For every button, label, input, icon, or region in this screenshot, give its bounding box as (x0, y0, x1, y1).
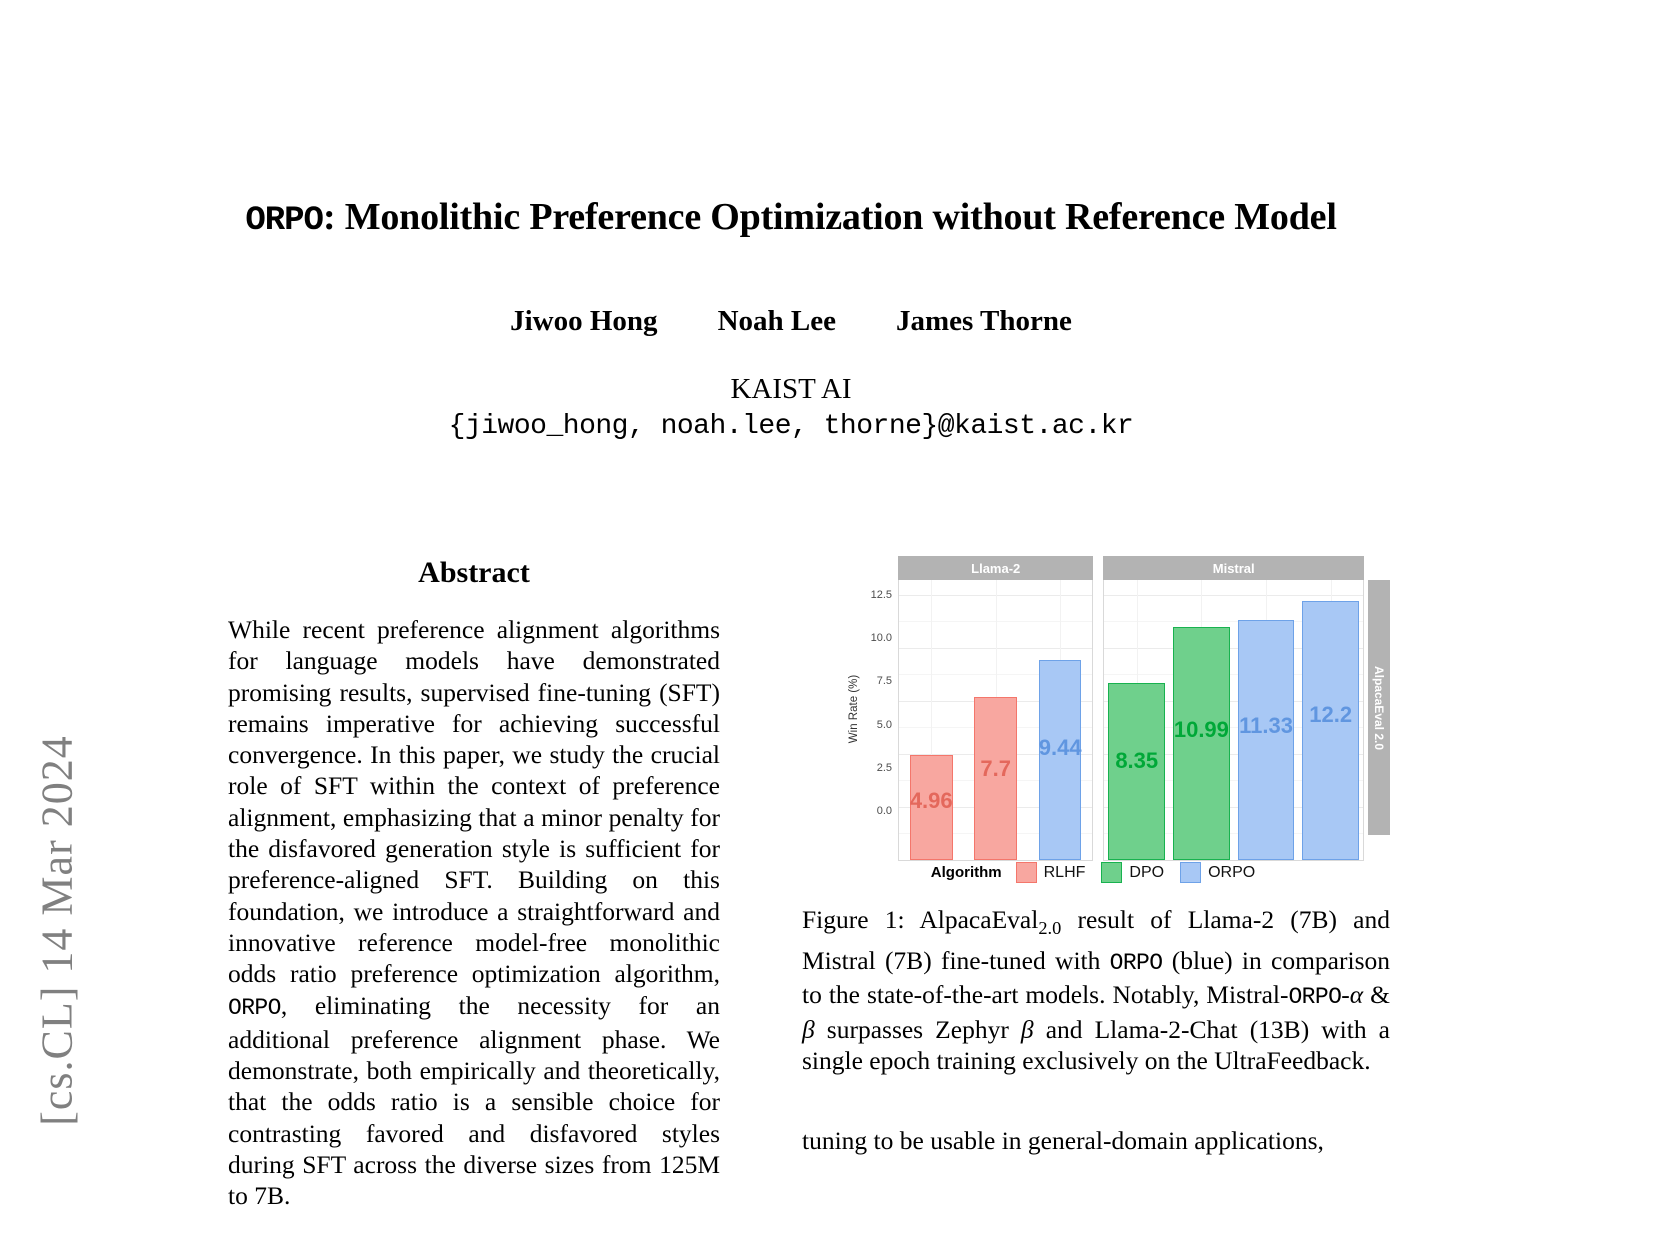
legend-label-dpo: DPO (1129, 863, 1165, 881)
facet-strip-alpacaeval: AlpacaEval 2.0 (1368, 580, 1390, 835)
bar-group-mistral: 8.35 10.99 11.33 12.2 (1104, 580, 1363, 860)
bar-value-label: 9.44 (1038, 734, 1082, 760)
title-rest: : Monolithic Preference Optimization wit… (322, 196, 1337, 238)
y-axis: Win Rate (%) 0.0 2.5 5.0 7.5 10.0 12.5 (840, 556, 898, 861)
author-name: Noah Lee (717, 305, 836, 337)
facet-panel-mistral: Mistral (1103, 556, 1364, 861)
body-continued-text: tuning to be usable in general-domain ap… (802, 1126, 1324, 1155)
gridline (1104, 806, 1363, 808)
panel-body-mistral: 8.35 10.99 11.33 12.2 (1103, 580, 1364, 861)
page-title: ORPO: Monolithic Preference Optimization… (227, 196, 1355, 241)
arxiv-stamp: [cs.CL] 14 Mar 2024 (32, 735, 82, 1126)
affiliation: KAIST AI (730, 373, 852, 405)
gridline-minor (1104, 674, 1363, 676)
figure-caption-p4: - (1341, 980, 1350, 1010)
figure-caption-mono-orpo: ORPO (1109, 949, 1163, 976)
figure-caption-p5: & (1363, 980, 1390, 1010)
y-tick-label: 12.5 (870, 589, 892, 602)
greek-beta-2: β (1020, 1014, 1034, 1044)
legend-label-orpo: ORPO (1208, 863, 1256, 881)
facet-panel-llama2: Llama-2 (898, 556, 1094, 861)
y-tick-label: 2.5 (876, 761, 892, 774)
gridline-minor (1104, 621, 1363, 623)
legend-swatch-rlhf-icon (1015, 862, 1037, 883)
figure-caption-p7: and Llama-2-Chat (13B) with a single epo… (802, 1014, 1390, 1076)
figure-1: Win Rate (%) 0.0 2.5 5.0 7.5 10.0 12.5 L… (802, 556, 1390, 1075)
y-axis-tick-labels: 0.0 2.5 5.0 7.5 10.0 12.5 (848, 583, 892, 817)
y-tick-label: 10.0 (870, 632, 892, 645)
y-tick-label: 7.5 (876, 675, 892, 688)
panel-body-llama2: 4.96 7.7 9.44 Llama (7B) (898, 580, 1094, 861)
title-block: ORPO: Monolithic Preference Optimization… (227, 196, 1355, 241)
abstract-text: While recent preference alignment algori… (228, 614, 720, 1212)
author-name: Jiwoo Hong (510, 305, 658, 337)
bar-llama-13b[interactable]: 7.7 (974, 696, 1017, 860)
bar-zephyr-b[interactable]: 10.99 (1172, 626, 1230, 860)
facet-strip-label: Llama-2 (898, 556, 1094, 580)
vgridline (931, 580, 933, 860)
bar-mistral-orpo-a[interactable]: 11.33 (1237, 619, 1295, 860)
abstract-heading: Abstract (418, 556, 530, 589)
bar-value-label: 12.2 (1309, 702, 1353, 728)
gridline-minor (1104, 833, 1363, 835)
figure-caption-p3: (blue) in comparison to the state-of-the… (802, 945, 1390, 1010)
figure-caption-mono-orpo-2: ORPO (1288, 984, 1342, 1011)
facet-strip-alpacaeval-label: AlpacaEval 2.0 (1372, 665, 1386, 750)
figure-caption-subscript: 2.0 (1038, 918, 1062, 939)
chart-legend: Algorithm RLHF DPO ORPO (802, 862, 1390, 883)
bar-value-label: 4.96 (909, 788, 953, 814)
legend-title: Algorithm (930, 864, 1002, 881)
bar-zephyr-a[interactable]: 8.35 (1108, 682, 1166, 860)
bar-value-label: 10.99 (1173, 716, 1229, 742)
legend-swatch-orpo-icon (1180, 862, 1202, 883)
figure-caption-p1: AlpacaEval (904, 905, 1039, 934)
figure-column: Win Rate (%) 0.0 2.5 5.0 7.5 10.0 12.5 L… (802, 556, 1390, 1075)
bar-chart: Win Rate (%) 0.0 2.5 5.0 7.5 10.0 12.5 L… (840, 556, 1390, 861)
gridline (1104, 700, 1363, 702)
bar-llama-7b[interactable]: 4.96 (909, 754, 953, 860)
y-tick-label: 0.0 (876, 805, 892, 817)
legend-item-dpo[interactable]: DPO (1101, 862, 1164, 883)
legend-swatch-dpo-icon (1101, 862, 1123, 883)
greek-alpha: α (1349, 980, 1364, 1010)
legend-item-orpo[interactable]: ORPO (1180, 862, 1255, 883)
legend-item-rlhf[interactable]: RLHF (1015, 862, 1086, 883)
author-list: Jiwoo Hong Noah Lee James Thorne (227, 305, 1355, 338)
bar-value-label: 7.7 (980, 755, 1011, 781)
author-name: James Thorne (895, 305, 1072, 337)
bar-value-label: 8.35 (1115, 747, 1159, 773)
gridline (1104, 753, 1363, 755)
gridline-minor (1104, 780, 1363, 782)
author-emails: {jiwoo_hong, noah.lee, thorne}@kaist.ac.… (448, 411, 1134, 442)
bar-llama-orpo-7b[interactable]: 9.44 (1038, 659, 1082, 860)
figure-caption-p6: surpasses Zephyr (814, 1014, 1021, 1044)
bar-group-llama2: 4.96 7.7 9.44 (899, 580, 1092, 860)
legend-label-rlhf: RLHF (1043, 863, 1086, 881)
greek-beta: β (802, 1014, 815, 1044)
gridline (1104, 647, 1363, 649)
abstract-part-1: While recent preference alignment algori… (228, 615, 720, 989)
bar-value-label: 11.33 (1239, 712, 1293, 738)
gridline (1104, 594, 1363, 596)
x-axis-mistral: Zephyr-a Zephyr-b Mistral-ORPO-a Mistral… (1104, 860, 1363, 861)
gridline-minor (1104, 727, 1363, 729)
facet-strip-label: Mistral (1103, 556, 1364, 580)
abstract-part-2: , eliminating the necessity for an addit… (228, 990, 720, 1211)
abstract-mono-orpo: ORPO (228, 994, 281, 1021)
x-axis-llama2: Llama (7B) Llama (13B) Llama-ORPO (7B) (899, 860, 1092, 861)
y-tick-label: 5.0 (876, 718, 892, 731)
figure-caption: Figure 1: AlpacaEval2.0 result of Llama-… (802, 904, 1390, 1077)
title-mono-prefix: ORPO (245, 202, 324, 240)
figure-caption-p2: result of Llama-2 (7B) and Mistral (7B) … (802, 905, 1390, 975)
figure-caption-label: Figure 1: (802, 905, 905, 934)
abstract-column: Abstract While recent preference alignme… (228, 556, 720, 1212)
bar-mistral-orpo-b[interactable]: 12.2 (1302, 601, 1360, 860)
